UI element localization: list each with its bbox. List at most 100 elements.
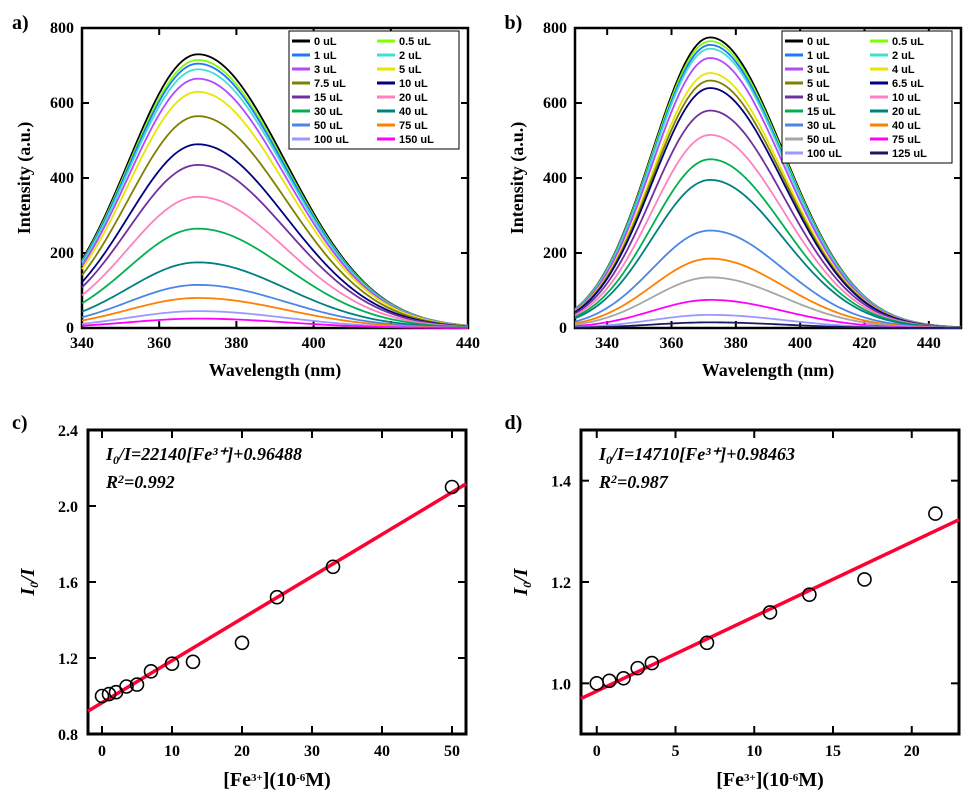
svg-text:2.4: 2.4 [58,423,78,440]
svg-text:2 uL: 2 uL [892,50,915,62]
chart-d: 0 5 10 15 20 1.0 1.2 1.4 [Fe3+](10-6M) I0/I I0/I=1… [503,410,973,800]
svg-text:10: 10 [746,743,762,760]
svg-text:8 uL: 8 uL [807,92,830,104]
svg-text:20 uL: 20 uL [399,92,428,104]
svg-text:6.5 uL: 6.5 uL [892,78,924,90]
svg-text:1 uL: 1 uL [314,50,337,62]
svg-text:Intensity (a.u.): Intensity (a.u.) [14,122,35,235]
svg-text:2 uL: 2 uL [399,50,422,62]
svg-text:125 uL: 125 uL [892,148,927,160]
svg-text:420: 420 [852,335,876,352]
svg-text:50 uL: 50 uL [314,120,343,132]
chart-a: 340 360 380 400 420 440 0 200 400 600 800 Wavelengt… [10,10,480,390]
svg-text:1.2: 1.2 [551,575,571,592]
svg-text:I0/I=22140[Fe³⁺]+0.96488: I0/I=22140[Fe³⁺]+0.96488 [105,444,302,467]
svg-text:10: 10 [164,743,180,760]
svg-text:400: 400 [788,335,812,352]
svg-text:75 uL: 75 uL [892,134,921,146]
svg-text:100 uL: 100 uL [314,134,349,146]
svg-text:0.8: 0.8 [58,727,78,744]
svg-text:20: 20 [234,743,250,760]
svg-text:400: 400 [50,170,74,187]
svg-text:30 uL: 30 uL [807,120,836,132]
panel-c-label: c) [12,412,28,435]
svg-text:0 uL: 0 uL [807,36,830,48]
svg-text:15 uL: 15 uL [807,106,836,118]
svg-text:440: 440 [456,335,480,352]
svg-text:75 uL: 75 uL [399,120,428,132]
panel-b: b) 340 360 380 400 420 440 0 200 400 600 800 Wavele… [503,10,975,400]
svg-text:0.5 uL: 0.5 uL [892,36,924,48]
svg-text:[Fe3+](10-6M): [Fe3+](10-6M) [716,769,824,791]
svg-text:I0/I: I0/I [510,567,534,596]
svg-text:Wavelength (nm): Wavelength (nm) [209,360,342,381]
svg-text:380: 380 [723,335,747,352]
svg-text:40: 40 [374,743,390,760]
svg-text:30 uL: 30 uL [314,106,343,118]
svg-text:400: 400 [543,170,567,187]
svg-text:360: 360 [659,335,683,352]
svg-text:50: 50 [444,743,460,760]
svg-text:340: 340 [595,335,619,352]
svg-text:5 uL: 5 uL [399,64,422,76]
svg-text:600: 600 [543,95,567,112]
svg-text:600: 600 [50,95,74,112]
svg-text:440: 440 [916,335,940,352]
svg-text:R2=0.987: R2=0.987 [598,472,669,492]
svg-text:200: 200 [50,245,74,262]
svg-text:0: 0 [98,743,106,760]
svg-text:1.6: 1.6 [58,575,78,592]
svg-text:0.5 uL: 0.5 uL [399,36,431,48]
svg-text:10 uL: 10 uL [399,78,428,90]
panel-c: c) 0 10 20 30 40 50 0.8 1.2 1.6 2.0 2.4 [Fe3+](10-6… [10,410,493,800]
panel-a: a) 340 360 380 400 420 440 0 200 400 600 800 Wavele… [10,10,493,400]
svg-text:7.5 uL: 7.5 uL [314,78,346,90]
svg-text:3 uL: 3 uL [314,64,337,76]
svg-text:1 uL: 1 uL [807,50,830,62]
svg-text:0 uL: 0 uL [314,36,337,48]
svg-text:0: 0 [66,320,74,337]
panel-a-label: a) [12,12,29,35]
panel-d-label: d) [505,412,523,435]
svg-text:150 uL: 150 uL [399,134,434,146]
svg-text:800: 800 [543,20,567,37]
svg-text:2.0: 2.0 [58,499,78,516]
svg-text:360: 360 [147,335,171,352]
svg-text:15: 15 [825,743,841,760]
svg-text:10 uL: 10 uL [892,92,921,104]
figure-grid: a) 3403603804004204400200400600800Wavele… [10,10,975,800]
svg-text:3 uL: 3 uL [807,64,830,76]
svg-text:800: 800 [50,20,74,37]
svg-text:50 uL: 50 uL [807,134,836,146]
svg-text:[Fe3+](10-6M): [Fe3+](10-6M) [223,769,331,791]
panel-d: d) 0 5 10 15 20 1.0 1.2 1.4 [Fe3+](10-6M) I0/I I0/… [503,410,975,800]
svg-text:380: 380 [224,335,248,352]
svg-text:340: 340 [70,335,94,352]
svg-text:15 uL: 15 uL [314,92,343,104]
panel-b-label: b) [505,12,523,35]
svg-text:20 uL: 20 uL [892,106,921,118]
svg-text:0: 0 [592,743,600,760]
svg-text:100 uL: 100 uL [807,148,842,160]
svg-text:40 uL: 40 uL [399,106,428,118]
svg-text:0: 0 [559,320,567,337]
svg-text:I0/I: I0/I [17,567,41,596]
svg-text:20: 20 [903,743,919,760]
svg-text:1.4: 1.4 [551,474,571,491]
svg-text:R2=0.992: R2=0.992 [105,472,175,492]
svg-text:400: 400 [302,335,326,352]
svg-text:40 uL: 40 uL [892,120,921,132]
svg-text:Wavelength (nm): Wavelength (nm) [701,360,834,381]
chart-c: 0 10 20 30 40 50 0.8 1.2 1.6 2.0 2.4 [Fe3+](10-6M) I… [10,410,480,800]
svg-text:I0/I=14710[Fe³⁺]+0.98463: I0/I=14710[Fe³⁺]+0.98463 [598,444,795,467]
chart-b: 340 360 380 400 420 440 0 200 400 600 800 Wavelengt… [503,10,973,390]
svg-text:200: 200 [543,245,567,262]
svg-text:1.0: 1.0 [551,676,571,693]
svg-text:5: 5 [671,743,679,760]
svg-text:30: 30 [304,743,320,760]
svg-text:5 uL: 5 uL [807,78,830,90]
svg-text:420: 420 [379,335,403,352]
svg-text:4 uL: 4 uL [892,64,915,76]
svg-text:1.2: 1.2 [58,651,78,668]
svg-text:Intensity (a.u.): Intensity (a.u.) [507,122,528,235]
